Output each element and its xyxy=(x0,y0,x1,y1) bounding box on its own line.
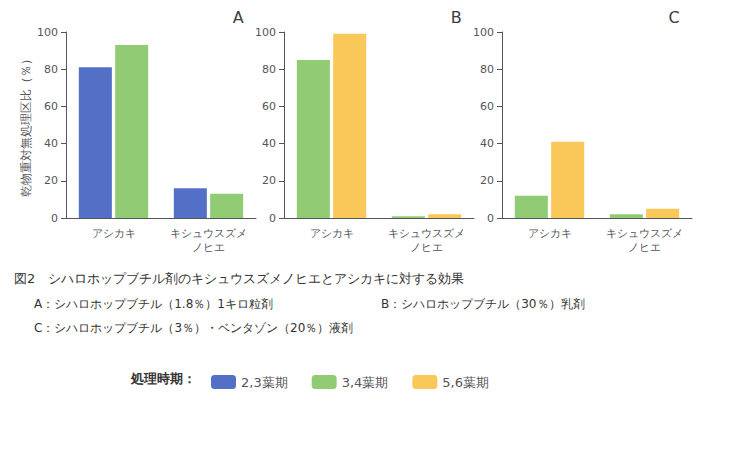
svg-text:5,6葉期: 5,6葉期 xyxy=(442,375,489,390)
svg-text:ノヒエ: ノヒエ xyxy=(628,241,661,254)
svg-text:B: B xyxy=(451,8,462,27)
svg-text:0: 0 xyxy=(487,212,494,225)
svg-text:キシュウスズメ: キシュウスズメ xyxy=(170,227,247,240)
svg-text:100: 100 xyxy=(473,26,494,39)
svg-text:アシカキ: アシカキ xyxy=(310,227,354,240)
svg-text:20: 20 xyxy=(480,174,494,187)
svg-text:B：シハロホップブチル（30％）乳剤: B：シハロホップブチル（30％）乳剤 xyxy=(381,297,585,311)
svg-text:20: 20 xyxy=(44,174,58,187)
svg-text:40: 40 xyxy=(44,137,58,150)
svg-text:ノヒエ: ノヒエ xyxy=(192,241,225,254)
svg-text:80: 80 xyxy=(480,63,494,76)
svg-text:ノヒエ: ノヒエ xyxy=(410,241,443,254)
svg-text:0: 0 xyxy=(269,212,276,225)
svg-text:0: 0 xyxy=(51,212,58,225)
svg-text:60: 60 xyxy=(262,100,276,113)
svg-text:100: 100 xyxy=(255,26,276,39)
svg-text:40: 40 xyxy=(480,137,494,150)
svg-text:80: 80 xyxy=(44,63,58,76)
svg-text:100: 100 xyxy=(37,26,58,39)
svg-text:3,4葉期: 3,4葉期 xyxy=(342,375,389,390)
svg-text:A：シハロホップブチル（1.8％）1キロ粒剤: A：シハロホップブチル（1.8％）1キロ粒剤 xyxy=(34,297,273,311)
svg-text:60: 60 xyxy=(480,100,494,113)
svg-text:20: 20 xyxy=(262,174,276,187)
svg-text:60: 60 xyxy=(44,100,58,113)
svg-text:C: C xyxy=(669,8,680,27)
svg-text:乾物重対無処理区比（％）: 乾物重対無処理区比（％） xyxy=(19,53,33,197)
svg-text:図2 シハロホップブチル剤のキシュウスズメノヒエとアシカ: 図2 シハロホップブチル剤のキシュウスズメノヒエとアシカキに対する効果 xyxy=(14,271,464,286)
svg-text:アシカキ: アシカキ xyxy=(92,227,136,240)
svg-text:A: A xyxy=(233,8,244,27)
svg-text:処理時期：: 処理時期： xyxy=(130,371,196,386)
svg-text:キシュウスズメ: キシュウスズメ xyxy=(388,227,465,240)
svg-text:2,3葉期: 2,3葉期 xyxy=(241,375,288,390)
svg-text:80: 80 xyxy=(262,63,276,76)
svg-text:C：シハロホップブチル（3％）・ベンタゾン（20％）液剤: C：シハロホップブチル（3％）・ベンタゾン（20％）液剤 xyxy=(34,321,353,335)
svg-text:40: 40 xyxy=(262,137,276,150)
svg-text:キシュウスズメ: キシュウスズメ xyxy=(606,227,683,240)
svg-text:アシカキ: アシカキ xyxy=(528,227,572,240)
